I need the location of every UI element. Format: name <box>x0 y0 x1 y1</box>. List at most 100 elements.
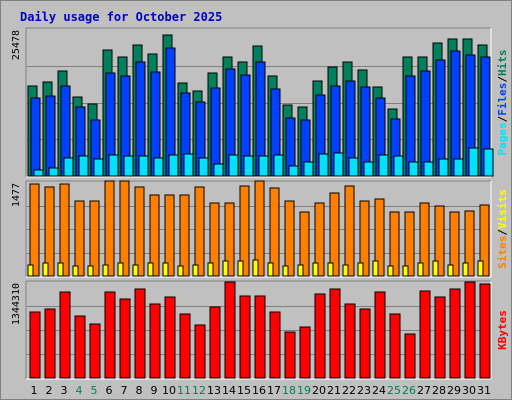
bar-visits-day-29 <box>447 264 454 277</box>
bar-kbytes-day-25 <box>389 313 401 379</box>
bar-kbytes-day-16 <box>254 295 266 379</box>
day-label-2: 2 <box>46 384 53 397</box>
bar-visits-day-28 <box>432 260 439 277</box>
bar-pages-day-3 <box>63 157 74 177</box>
bar-sites-day-30 <box>464 210 475 277</box>
bar-visits-day-12 <box>192 264 199 277</box>
bar-sites-day-26 <box>404 211 415 277</box>
day-label-26: 26 <box>402 384 416 397</box>
bar-sites-day-7 <box>119 180 130 277</box>
bar-visits-day-6 <box>102 264 109 277</box>
day-label-3: 3 <box>61 384 68 397</box>
bar-visits-day-16 <box>252 259 259 277</box>
bar-visits-day-3 <box>57 262 64 277</box>
bar-files-day-2 <box>45 95 56 177</box>
bar-files-day-29 <box>450 50 461 177</box>
bar-sites-day-23 <box>359 200 370 277</box>
bar-files-day-1 <box>30 97 41 177</box>
bar-pages-day-18 <box>288 165 299 177</box>
legend-entry-pages: Pages <box>496 122 509 155</box>
day-label-12: 12 <box>192 384 206 397</box>
bar-pages-day-14 <box>228 154 239 177</box>
y-axis-max-label: 25478 <box>11 30 22 60</box>
day-label-17: 17 <box>267 384 281 397</box>
day-label-18: 18 <box>282 384 296 397</box>
legend-kbytes: KBytes <box>496 310 509 350</box>
bar-sites-day-3 <box>59 183 70 277</box>
bar-kbytes-day-7 <box>119 298 131 379</box>
bar-kbytes-day-3 <box>59 291 71 379</box>
bar-kbytes-day-21 <box>329 288 341 379</box>
day-label-22: 22 <box>342 384 356 397</box>
bar-files-day-13 <box>210 87 221 177</box>
panel-kbytes: 1344310 KBytes <box>11 280 509 380</box>
bar-pages-day-30 <box>468 147 479 177</box>
bar-visits-day-5 <box>87 265 94 277</box>
bar-pages-day-12 <box>198 157 209 177</box>
bar-kbytes-day-31 <box>479 283 491 379</box>
day-label-11: 11 <box>177 384 191 397</box>
legend-hits-files-pages: Pages/Files/Hits <box>496 50 509 156</box>
day-label-23: 23 <box>357 384 371 397</box>
bar-visits-day-30 <box>462 262 469 277</box>
bar-files-day-27 <box>420 70 431 177</box>
bar-kbytes-day-9 <box>149 303 161 379</box>
bar-pages-day-8 <box>138 155 149 177</box>
bar-pages-day-1 <box>33 169 44 177</box>
bar-visits-day-11 <box>177 265 184 277</box>
bar-kbytes-day-11 <box>179 313 191 379</box>
bar-sites-day-4 <box>74 200 85 277</box>
bar-kbytes-day-13 <box>209 306 221 379</box>
bar-sites-day-15 <box>239 185 250 277</box>
bar-pages-day-17 <box>273 154 284 177</box>
bar-kbytes-day-5 <box>89 323 101 379</box>
bar-visits-day-21 <box>327 262 334 277</box>
bar-sites-day-31 <box>479 204 490 277</box>
legend-separator: / <box>496 229 509 236</box>
bar-kbytes-day-24 <box>374 291 386 379</box>
legend-separator: / <box>496 76 509 83</box>
page-title: Daily usage for October 2025 <box>20 10 223 24</box>
bar-pages-day-27 <box>423 161 434 177</box>
bar-files-day-26 <box>405 75 416 177</box>
bar-visits-day-27 <box>417 262 424 277</box>
bar-sites-day-18 <box>284 200 295 277</box>
bar-sites-day-9 <box>149 194 160 277</box>
day-label-8: 8 <box>136 384 143 397</box>
bar-sites-day-13 <box>209 202 220 277</box>
day-label-24: 24 <box>372 384 386 397</box>
bar-pages-day-4 <box>78 155 89 177</box>
bar-sites-day-24 <box>374 198 385 277</box>
day-label-7: 7 <box>121 384 128 397</box>
bar-visits-day-24 <box>372 260 379 277</box>
day-label-13: 13 <box>207 384 221 397</box>
bar-pages-day-29 <box>453 158 464 177</box>
bar-sites-day-19 <box>299 211 310 277</box>
bar-pages-day-7 <box>123 155 134 177</box>
bar-sites-day-16 <box>254 180 265 277</box>
bar-pages-day-22 <box>348 157 359 177</box>
bar-pages-day-6 <box>108 154 119 177</box>
bar-kbytes-day-12 <box>194 324 206 379</box>
bar-pages-day-13 <box>213 163 224 177</box>
legend-entry-files: Files <box>496 83 509 116</box>
bar-pages-day-9 <box>153 157 164 177</box>
legend-visits-sites: Sites/Visits <box>496 189 509 269</box>
bar-kbytes-day-23 <box>359 308 371 379</box>
bar-visits-day-17 <box>267 262 274 277</box>
bar-visits-day-31 <box>477 260 484 277</box>
bar-kbytes-day-17 <box>269 311 281 379</box>
bar-kbytes-day-28 <box>434 296 446 379</box>
bar-sites-day-8 <box>134 186 145 277</box>
bar-visits-day-18 <box>282 265 289 277</box>
bar-kbytes-day-1 <box>29 311 41 379</box>
bar-pages-day-28 <box>438 158 449 177</box>
bar-visits-day-25 <box>387 265 394 277</box>
legend-entry-sites: Sites <box>496 236 509 269</box>
bar-sites-day-21 <box>329 192 340 277</box>
bar-visits-day-10 <box>162 262 169 277</box>
y-axis-max-label: 1477 <box>11 183 22 207</box>
